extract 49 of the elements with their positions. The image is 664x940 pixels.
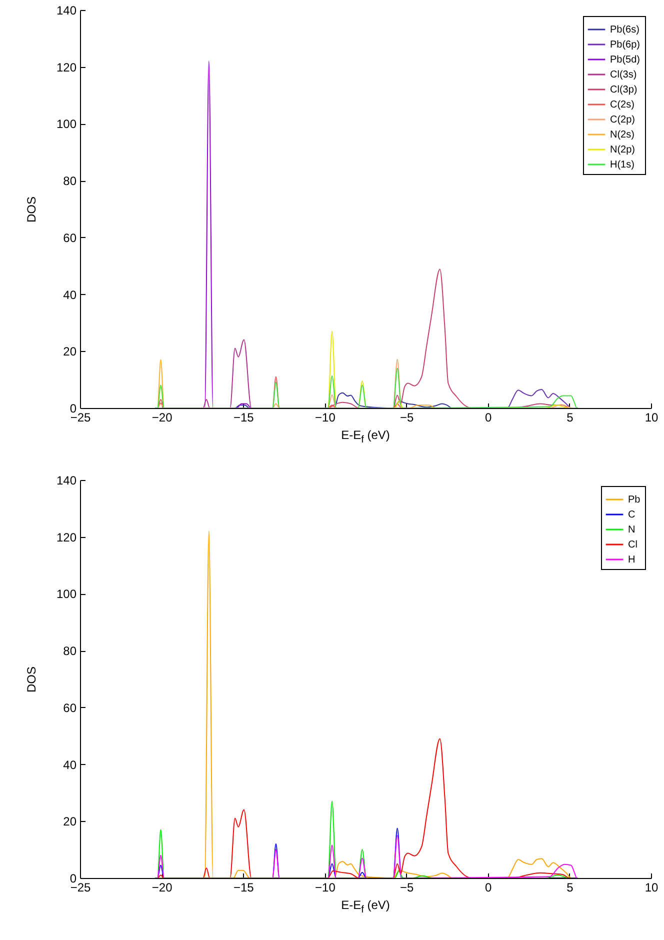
legend-label: Pb(6s) [610,24,640,36]
legend-label: Cl(3s) [610,70,637,80]
legend-label: C [628,510,636,520]
y-tick-label: 60 [63,230,77,245]
x-tick-label: −15 [233,410,254,424]
x-axis-title: E-E$_{f}$ (eV) [340,898,391,916]
legend-label: Pb(5d) [610,54,640,66]
y-tick-label: 100 [56,117,77,132]
y-tick-label: 20 [63,344,77,359]
legend-label: H [628,554,636,566]
y-axis-title: DOS [24,666,38,693]
legend-label: N(2s) [610,130,634,140]
y-tick-label: 120 [56,60,77,74]
x-tick-label: −10 [315,410,336,424]
y-tick-label: 20 [63,814,77,829]
legend-label: Pb(6p) [610,40,640,50]
legend-label: C(2p) [610,114,636,126]
x-tick-label: 0 [485,880,492,894]
x-tick-label: −20 [152,410,173,424]
x-tick-label: −10 [315,880,336,894]
x-tick-label: 10 [644,410,658,424]
y-tick-label: 80 [63,644,77,658]
x-tick-label: 0 [485,410,492,424]
y-tick-label: 100 [56,587,77,602]
legend-label: Pb [628,494,641,506]
x-tick-label: 10 [644,880,658,894]
y-tick-label: 120 [56,530,77,544]
y-axis-title: DOS [24,196,38,223]
legend-label: C(2s) [610,100,634,110]
y-tick-label: 60 [63,700,77,715]
y-tick-label: 0 [70,402,77,416]
x-tick-label: −15 [233,880,254,894]
x-tick-label: −5 [400,410,414,424]
legend-label: H(1s) [610,160,634,170]
x-tick-label: −20 [152,880,173,894]
x-tick-label: −5 [400,880,414,894]
y-tick-label: 0 [70,872,77,886]
x-tick-label: 5 [566,880,574,894]
y-tick-label: 140 [56,474,77,488]
y-tick-label: 80 [63,174,77,188]
legend-label: N(2p) [610,144,636,156]
y-tick-label: 140 [56,4,77,18]
legend-label: Cl(3p) [610,84,638,96]
x-axis-title: E-E$_{f}$ (eV) [340,428,391,446]
y-tick-label: 40 [63,288,77,302]
y-tick-label: 40 [63,758,77,772]
legend-label: N [628,524,636,536]
x-tick-label: 5 [566,410,574,424]
legend-label: Cl [628,540,638,550]
